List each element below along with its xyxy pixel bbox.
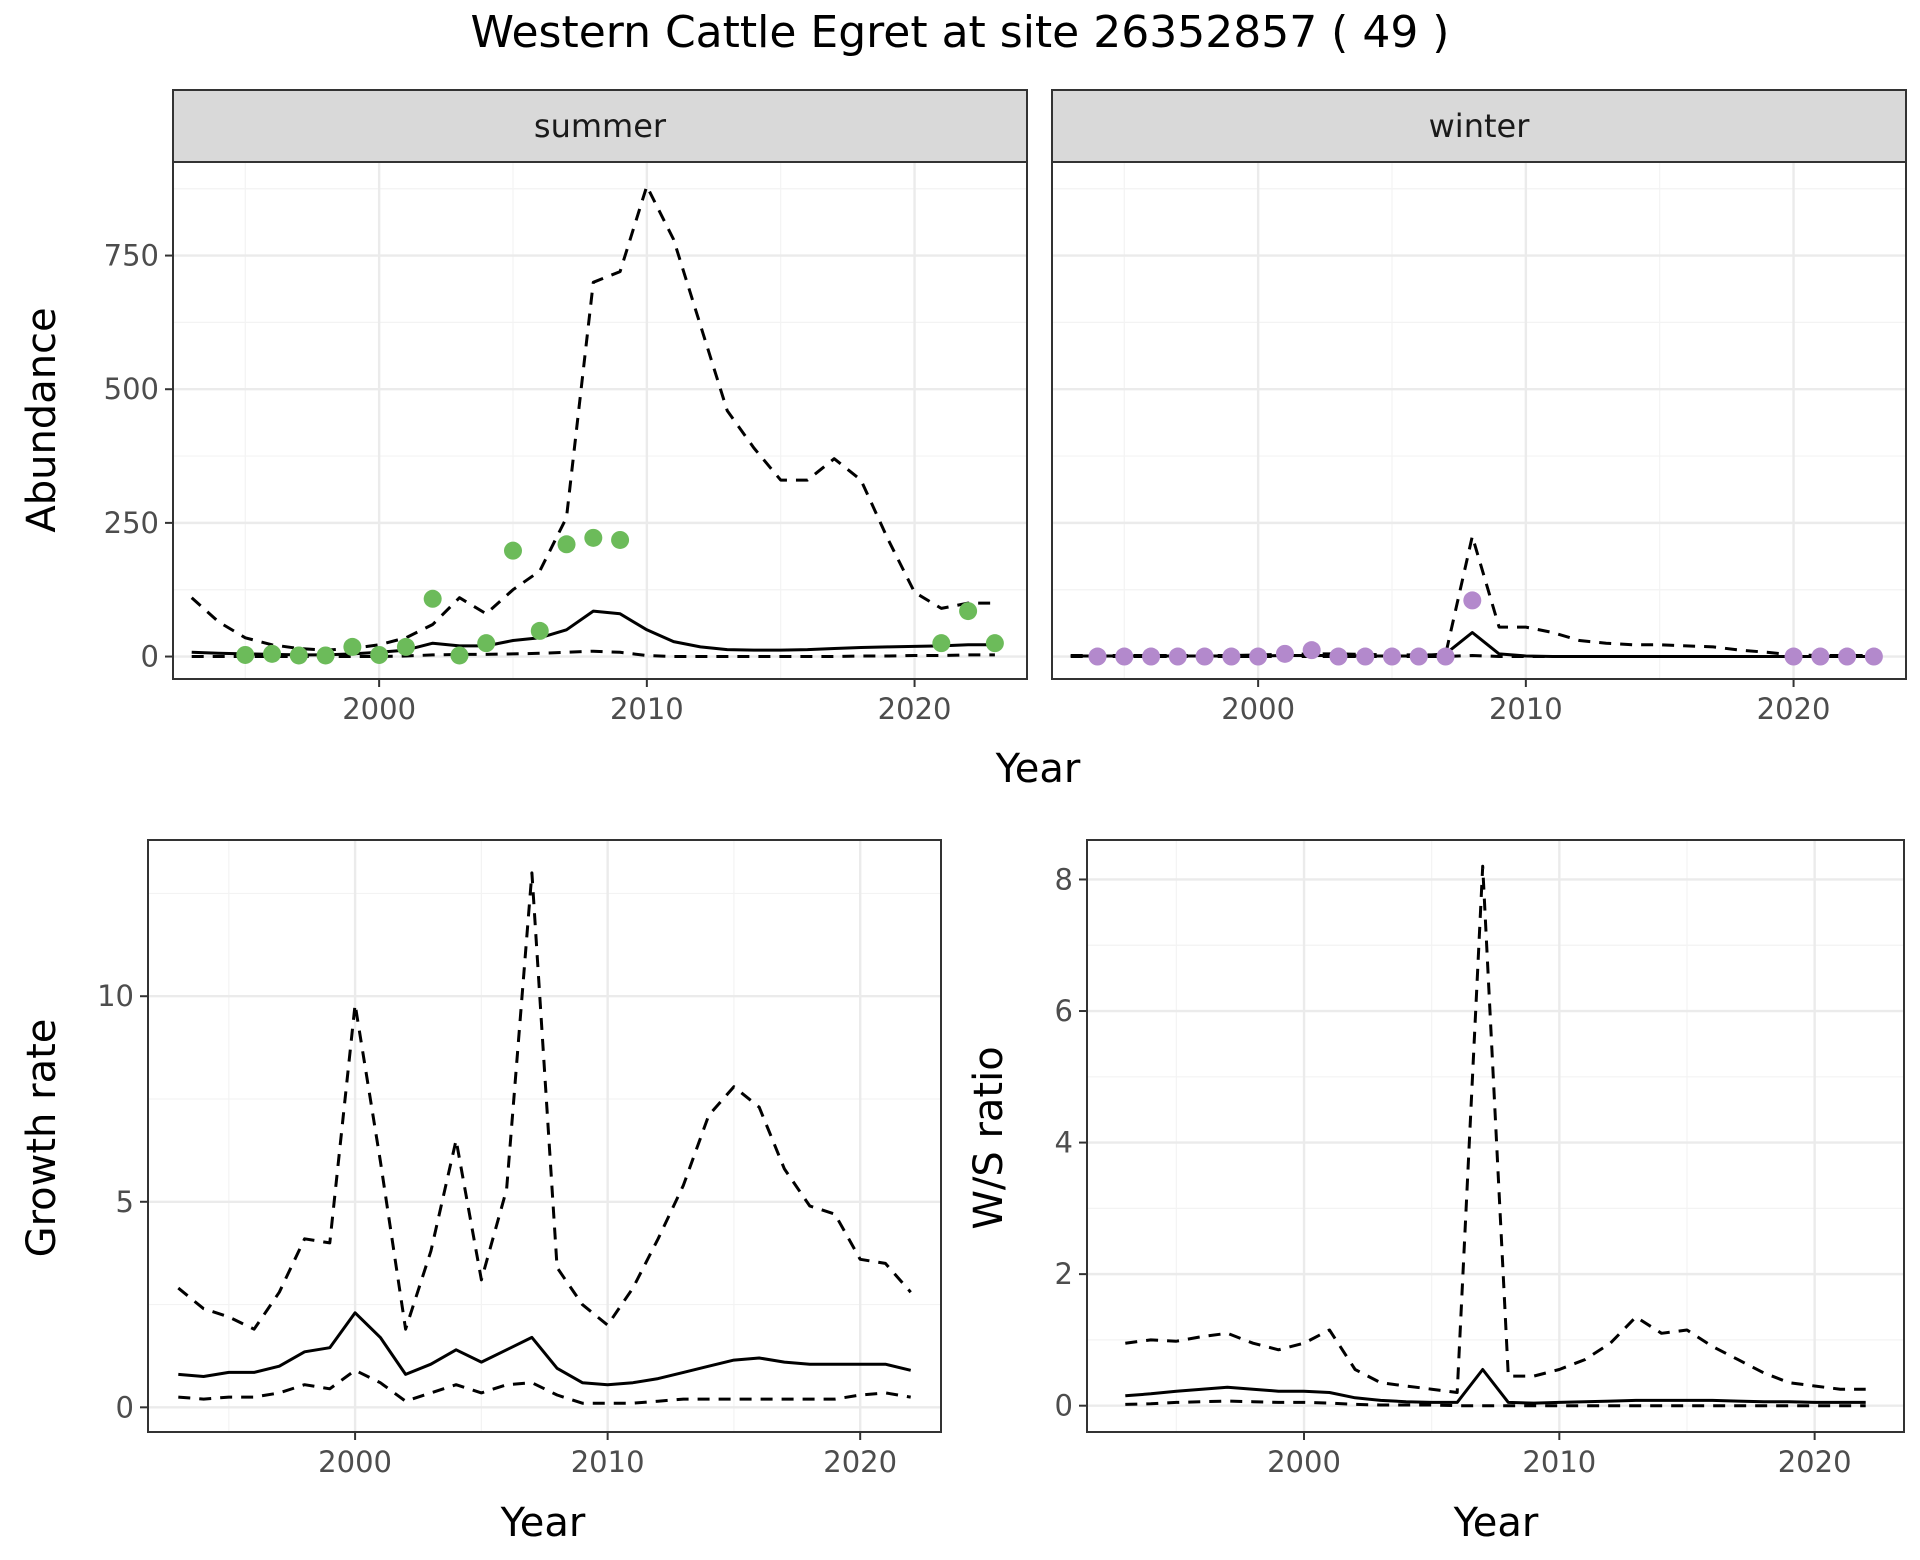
growth-x-label: Year [500, 1500, 586, 1546]
ws-ratio-x-label: Year [1453, 1500, 1539, 1546]
y-tick-label: 4 [1055, 1126, 1073, 1160]
growth-y-label: Growth rate [19, 1019, 65, 1258]
data-point [1864, 647, 1883, 666]
y-tick-label: 0 [141, 640, 159, 674]
data-point [343, 637, 362, 656]
data-point [1249, 647, 1268, 666]
data-point [611, 530, 630, 549]
data-point [1838, 647, 1857, 666]
panel-frame [147, 839, 942, 1433]
data-point [450, 646, 469, 665]
series-line-estimate-1 [1125, 1368, 1866, 1405]
y-tick-label: 0 [116, 1390, 134, 1424]
data-point [423, 589, 442, 608]
facet-strip [1051, 89, 1907, 163]
data-point [236, 645, 255, 664]
data-point [1302, 641, 1321, 660]
x-tick-label: 2020 [823, 1445, 897, 1479]
series-line-estimate-1 [178, 1311, 912, 1387]
x-tick-label: 2010 [571, 1445, 645, 1479]
data-point [1784, 647, 1803, 666]
x-tick-label: 2010 [1489, 692, 1563, 726]
x-tick-label: 2000 [1267, 1445, 1341, 1479]
x-tick-label: 2020 [878, 692, 952, 726]
data-point [959, 602, 978, 621]
data-point [1436, 647, 1455, 666]
facet-strip [172, 89, 1028, 163]
data-point [932, 634, 951, 653]
data-point [1329, 647, 1348, 666]
data-point [1222, 647, 1241, 666]
abundance-x-label: Year [995, 746, 1081, 792]
data-point [584, 528, 603, 547]
data-point [1356, 647, 1375, 666]
data-point [1463, 591, 1482, 610]
figure-title: Western Cattle Egret at site 26352857 ( … [471, 7, 1450, 58]
data-point [370, 645, 389, 664]
data-point [1409, 647, 1428, 666]
y-tick-label: 0 [1055, 1389, 1073, 1423]
series-line-bound-0 [177, 871, 912, 1331]
y-tick-label: 8 [1055, 862, 1073, 896]
abundance-winter-panel: winter 2000 2010 2020 [1051, 89, 1907, 726]
y-tick-label: 750 [104, 239, 159, 273]
data-point [985, 634, 1004, 653]
data-point [1275, 644, 1294, 663]
x-tick-label: 2000 [1221, 692, 1295, 726]
data-point [289, 646, 308, 665]
y-tick-label: 6 [1055, 994, 1073, 1028]
ws-ratio-panel: 2000 2010 2020 0 2 4 6 8 [1055, 839, 1905, 1479]
data-point [477, 634, 496, 653]
data-point [1168, 647, 1187, 666]
data-point [1088, 647, 1107, 666]
data-point [1195, 647, 1214, 666]
data-point [557, 535, 576, 554]
x-tick-label: 2020 [1778, 1445, 1852, 1479]
ws-ratio-y-label: W/S ratio [966, 1046, 1012, 1229]
data-point [263, 644, 282, 663]
panel-frame [1086, 839, 1905, 1433]
x-tick-label: 2010 [610, 692, 684, 726]
x-tick-label: 2000 [342, 692, 416, 726]
data-point [1115, 647, 1134, 666]
facet-strip-label: summer [534, 107, 667, 145]
series-line-bound-0 [1125, 864, 1866, 1394]
x-tick-label: 2000 [318, 1445, 392, 1479]
data-point [530, 621, 549, 640]
data-point [1142, 647, 1161, 666]
data-point [503, 541, 522, 560]
series-line-bound-2 [1125, 1399, 1866, 1408]
abundance-summer-panel: summer 2000 2010 2020 0 250 500 750 [104, 89, 1028, 726]
y-tick-label: 250 [104, 506, 159, 540]
x-tick-label: 2020 [1757, 692, 1831, 726]
facet-strip-label: winter [1429, 107, 1531, 145]
y-tick-label: 2 [1055, 1257, 1073, 1291]
x-tick-label: 2010 [1522, 1445, 1596, 1479]
y-tick-label: 5 [116, 1185, 134, 1219]
series-line-bound-2 [178, 1368, 911, 1405]
growth-rate-panel: 2000 2010 2020 0 5 10 [97, 839, 942, 1479]
y-tick-label: 10 [97, 979, 134, 1013]
data-point [316, 646, 335, 665]
data-point [1811, 647, 1830, 666]
data-point [396, 637, 415, 656]
y-tick-label: 500 [104, 372, 159, 406]
data-point [1382, 647, 1401, 666]
abundance-y-label: Abundance [19, 307, 65, 532]
